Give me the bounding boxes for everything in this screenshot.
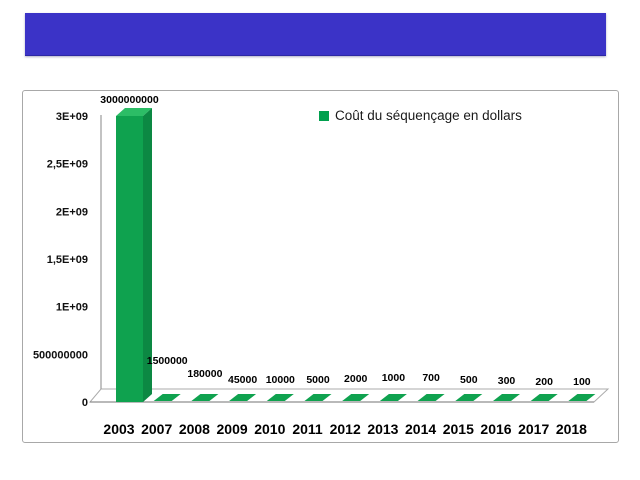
- bar-2014: [417, 394, 445, 401]
- data-label-2017: 200: [535, 376, 553, 388]
- bar-top-2003: [116, 108, 152, 116]
- chart-canvas: 0 500000000 1E+09 1,5E+09 2E+09 2,5E+09 3E+09 3…: [33, 94, 610, 437]
- y-tick-label: 1,5E+09: [47, 254, 88, 266]
- bar-side-2003: [143, 108, 152, 402]
- data-label-2011: 5000: [306, 374, 330, 386]
- y-tick-label: 2E+09: [56, 206, 88, 218]
- x-label-2016: 2016: [480, 421, 511, 437]
- x-label-2015: 2015: [443, 421, 474, 437]
- x-label-2014: 2014: [405, 421, 436, 437]
- y-tick-label: 1E+09: [56, 302, 88, 314]
- data-label-2018: 100: [573, 376, 591, 388]
- x-label-2008: 2008: [179, 421, 210, 437]
- data-label-2008: 180000: [187, 368, 222, 380]
- chart-frame: 0 500000000 1E+09 1,5E+09 2E+09 2,5E+09 3E+09 3…: [22, 90, 619, 443]
- data-label-2009: 45000: [228, 374, 257, 386]
- bar-2013: [379, 394, 407, 401]
- title-banner: [25, 13, 606, 56]
- data-label-2012: 2000: [344, 373, 368, 385]
- bar-2009: [229, 394, 257, 401]
- bar-2008: [191, 394, 219, 401]
- x-label-2018: 2018: [556, 421, 587, 437]
- x-label-2013: 2013: [367, 421, 398, 437]
- data-label-2013: 1000: [382, 372, 406, 384]
- bar-2010: [266, 394, 294, 401]
- bar-2012: [342, 394, 370, 401]
- bar-2007: [153, 394, 181, 401]
- data-label-2015: 500: [460, 374, 478, 386]
- x-label-2009: 2009: [217, 421, 248, 437]
- x-label-2012: 2012: [330, 421, 361, 437]
- x-label-2011: 2011: [292, 421, 323, 437]
- data-label-2007: 1500000: [147, 355, 188, 367]
- x-label-2007: 2007: [141, 421, 172, 437]
- x-label-2017: 2017: [518, 421, 549, 437]
- y-tick-label: 3E+09: [56, 111, 88, 123]
- bar-2011: [304, 394, 332, 401]
- y-tick-label: 0: [82, 397, 88, 409]
- legend-color-swatch: [319, 110, 329, 121]
- x-label-2010: 2010: [254, 421, 285, 437]
- data-label-2003: 3000000000: [100, 94, 159, 106]
- y-tick-label: 500000000: [33, 349, 88, 361]
- y-tick-label: 2,5E+09: [47, 159, 88, 171]
- chart-legend: Coût du séquençage en dollars: [319, 108, 522, 123]
- x-label-2003: 2003: [103, 421, 134, 437]
- bar-2016: [493, 394, 520, 401]
- bar-2018: [568, 394, 596, 401]
- data-label-2016: 300: [498, 375, 516, 387]
- bar-2017: [530, 394, 558, 401]
- data-label-2010: 10000: [266, 374, 295, 386]
- bar-2015: [455, 394, 483, 401]
- legend-label: Coût du séquençage en dollars: [335, 108, 522, 123]
- bar-front-2003: [116, 116, 143, 402]
- data-label-2014: 700: [422, 372, 440, 384]
